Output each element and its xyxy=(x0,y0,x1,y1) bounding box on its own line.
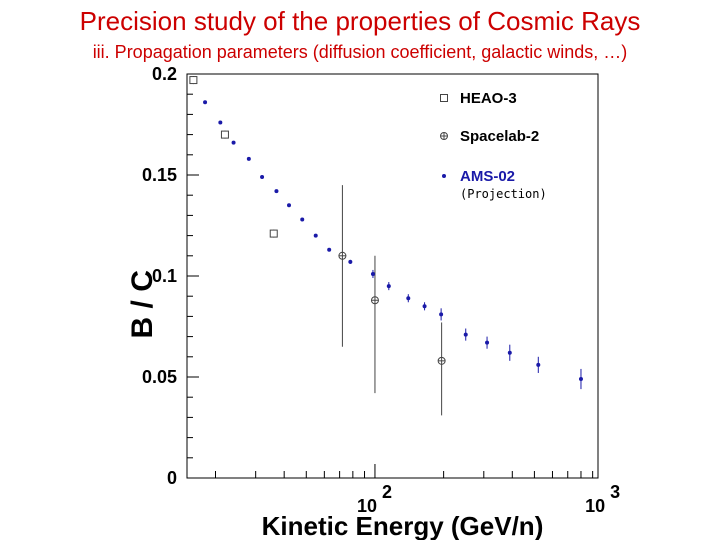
data-point xyxy=(338,185,347,347)
page-subtitle: iii. Propagation parameters (diffusion c… xyxy=(92,42,628,62)
open-square-marker xyxy=(440,94,448,102)
data-point xyxy=(348,259,353,264)
filled-circle-marker xyxy=(370,271,375,276)
filled-circle-marker xyxy=(406,296,411,301)
series-heao xyxy=(189,76,278,238)
data-point xyxy=(220,130,229,139)
filled-circle-marker xyxy=(274,189,279,194)
data-point xyxy=(485,336,490,349)
filled-circle-marker xyxy=(485,340,490,345)
legend-label: AMS-02 xyxy=(460,168,515,185)
filled-circle-marker xyxy=(246,156,251,161)
data-marks xyxy=(189,76,583,416)
y-tick-label: 0.05 xyxy=(142,367,177,387)
legend-entry-heao: HEAO-3 xyxy=(440,90,517,107)
legend-label: Spacelab-2 xyxy=(460,128,539,145)
legend-label: HEAO-3 xyxy=(460,90,517,107)
data-point xyxy=(370,255,379,394)
data-point xyxy=(463,328,468,341)
filled-circle-marker xyxy=(203,100,208,105)
data-point xyxy=(439,308,444,321)
filled-circle-marker xyxy=(463,332,468,337)
data-point xyxy=(578,368,583,390)
y-tick-label: 0.2 xyxy=(152,64,177,84)
data-point xyxy=(231,140,236,145)
y-tick-label: 0.15 xyxy=(142,165,177,185)
filled-circle-marker xyxy=(348,259,353,264)
open-square-marker xyxy=(220,130,229,139)
data-point xyxy=(437,322,446,416)
x-tick-exponent: 2 xyxy=(382,482,392,502)
legend: HEAO-3 Spacelab-2 AMS-02 (Projection) xyxy=(440,90,547,201)
data-point xyxy=(507,344,512,361)
data-point xyxy=(246,156,251,161)
data-point xyxy=(386,282,391,291)
data-point xyxy=(406,294,411,303)
data-point xyxy=(300,217,305,222)
series-ams xyxy=(203,100,583,390)
x-tick-label: 10 xyxy=(585,496,605,516)
data-point xyxy=(422,302,427,311)
data-point xyxy=(327,247,332,252)
open-square-marker xyxy=(189,76,198,85)
filled-circle-marker xyxy=(300,217,305,222)
filled-circle-marker xyxy=(578,377,583,382)
data-point xyxy=(203,100,208,105)
data-point xyxy=(218,120,223,125)
filled-circle-marker xyxy=(507,350,512,355)
x-tick-exponent: 3 xyxy=(610,482,620,502)
legend-entry-spacelab: Spacelab-2 xyxy=(440,128,539,145)
data-point xyxy=(274,189,279,194)
filled-circle-marker xyxy=(313,233,318,238)
y-tick-label: 0 xyxy=(167,468,177,488)
filled-circle-marker xyxy=(422,304,427,309)
data-point xyxy=(536,356,541,373)
data-point xyxy=(269,229,278,238)
page-title: Precision study of the properties of Cos… xyxy=(79,6,641,36)
open-square-marker xyxy=(269,229,278,238)
x-axis-label: Kinetic Energy (GeV/n) xyxy=(262,511,544,540)
legend-note: (Projection) xyxy=(460,187,547,201)
filled-circle-marker xyxy=(386,284,391,289)
filled-circle-marker xyxy=(439,312,444,317)
data-point xyxy=(287,203,292,208)
data-point xyxy=(313,233,318,238)
filled-circle-marker xyxy=(218,120,223,125)
data-point xyxy=(189,76,198,85)
legend-entry-ams: AMS-02 (Projection) xyxy=(442,168,547,201)
filled-circle-marker xyxy=(536,362,541,367)
series-spacelab xyxy=(338,185,446,416)
filled-circle-marker xyxy=(287,203,292,208)
data-point xyxy=(260,175,265,180)
filled-circle-marker xyxy=(442,174,446,178)
x-tick-label: 10 xyxy=(357,496,377,516)
y-axis-label: B / C xyxy=(126,270,159,338)
y-tick-label: 0.1 xyxy=(152,266,177,286)
filled-circle-marker xyxy=(231,140,236,145)
filled-circle-marker xyxy=(260,175,265,180)
data-point xyxy=(370,269,375,279)
filled-circle-marker xyxy=(327,247,332,252)
